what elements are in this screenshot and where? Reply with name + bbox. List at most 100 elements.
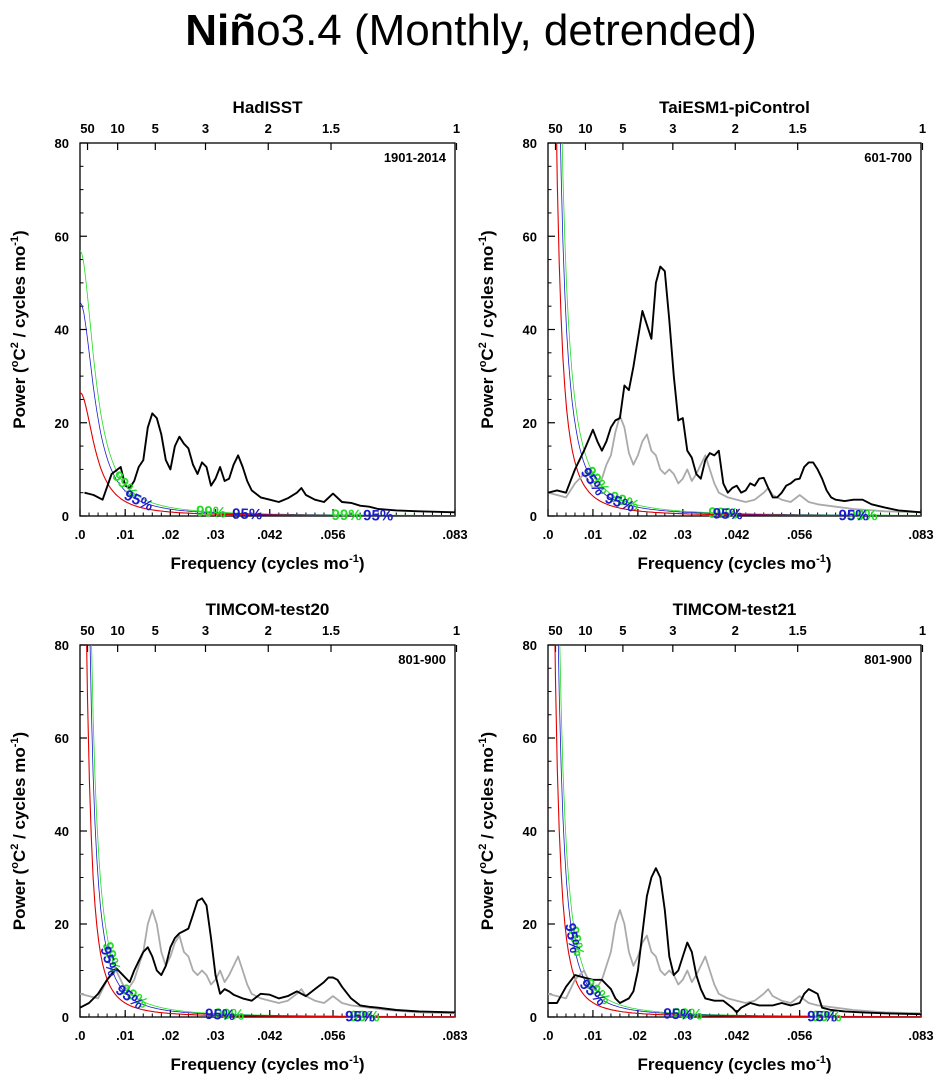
ci99-label: 99%	[708, 505, 739, 523]
ci95-label: 95%	[561, 922, 583, 955]
top-tick-label: 10	[110, 623, 124, 638]
x-tick-label: .02	[629, 527, 647, 542]
top-tick-label: 50	[548, 121, 562, 136]
top-tick-label: 5	[619, 623, 626, 638]
plot-area	[80, 645, 455, 1017]
ci95-label: 95%	[363, 507, 393, 524]
y-tick-label: 80	[523, 136, 537, 151]
chart-panel-2: TaiESM1-piControl 601-700 .0 .01 .02 .03 .042.…	[477, 98, 934, 573]
ci99-label: 99%	[812, 1008, 842, 1025]
ci95-label: 95%	[232, 506, 262, 524]
top-tick-label: 3	[669, 623, 676, 638]
spectrum-line	[80, 897, 455, 1014]
red-noise-curve	[80, 391, 455, 516]
spectrum-line	[548, 265, 921, 514]
ci99-label: 99%	[564, 925, 587, 958]
ci99-label: 99%	[672, 1005, 703, 1023]
chart-panel-4: TIMCOM-test21 801-900 .0 .01 .02 .03 .042 .056.…	[477, 600, 934, 1074]
top-tick-label: 50	[80, 121, 94, 136]
ci99-label: 99%	[350, 1008, 380, 1025]
top-tick-label: 1	[453, 623, 460, 638]
plot-frame	[547, 644, 922, 1018]
x-axis-label: Frequency (cycles mo-1)	[637, 1054, 831, 1074]
ci95-label: 95%	[713, 505, 743, 523]
x-tick-label: .0	[543, 1028, 554, 1043]
ci99-label: 99%	[848, 507, 878, 524]
top-tick-label: 10	[578, 623, 592, 638]
top-tick-label: 1.5	[789, 121, 807, 136]
top-tick-label: 5	[152, 623, 159, 638]
y-tick-label: 40	[55, 323, 69, 338]
plot-area	[548, 143, 921, 516]
x-tick-label: .01	[116, 527, 134, 542]
figure-title: Niño3.4 (Monthly, detrended)	[0, 4, 942, 58]
y-tick-label: 60	[523, 229, 537, 244]
x-tick-label: .03	[674, 527, 692, 542]
x-axis-label: Frequency (cycles mo-1)	[170, 553, 364, 573]
x-tick-label: .042	[724, 1028, 749, 1043]
top-tick-label: 10	[110, 121, 124, 136]
chart-panel-3: TIMCOM-test20 801-900 .0 .01 .02 .03 .042 .056.…	[9, 600, 468, 1074]
x-tick-label: .0	[75, 1028, 86, 1043]
top-tick-label: 5	[152, 121, 159, 136]
red-noise-curve	[556, 143, 921, 516]
y-tick-label: 80	[523, 638, 537, 653]
plot-area	[548, 645, 921, 1017]
y-tick-label: 0	[530, 1010, 537, 1025]
ci95-curve	[560, 143, 921, 516]
x-axis-label: Frequency (cycles mo-1)	[637, 553, 831, 573]
panel-title: TIMCOM-test21	[673, 600, 797, 619]
top-tick-label: 10	[578, 121, 592, 136]
x-tick-label: .056	[320, 1028, 345, 1043]
x-tick-label: .0	[75, 527, 86, 542]
panel-title: HadISST	[233, 98, 304, 117]
ci95-label: 95%	[839, 507, 869, 524]
y-tick-label: 40	[523, 323, 537, 338]
y-axis-label: Power (oC2 / cycles mo-1)	[477, 732, 497, 930]
reference-spectrum-line	[80, 909, 455, 1015]
period-label: 601-700	[864, 150, 912, 165]
y-tick-label: 0	[530, 509, 537, 524]
plot-frame	[547, 142, 922, 517]
top-tick-label: 3	[202, 121, 209, 136]
y-tick-label: 80	[55, 638, 69, 653]
top-tick-label: 3	[669, 121, 676, 136]
reference-spectrum-line	[548, 414, 921, 514]
x-tick-label: .01	[584, 527, 602, 542]
y-tick-label: 20	[523, 917, 537, 932]
y-axis-label: Power (oC2 / cycles mo-1)	[477, 230, 497, 428]
x-tick-label: .02	[161, 1028, 179, 1043]
ci99-label: 99%	[331, 507, 361, 524]
top-tick-label: 3	[202, 623, 209, 638]
top-tick-label: 5	[619, 121, 626, 136]
period-label: 801-900	[398, 652, 446, 667]
ci95-label: 95%	[345, 1008, 375, 1025]
period-label: 1901-2014	[384, 150, 447, 165]
plot-frame	[79, 142, 456, 517]
x-tick-label: .01	[584, 1028, 602, 1043]
y-tick-label: 0	[62, 509, 69, 524]
ci95-label: 95%	[121, 487, 155, 515]
y-axis-label: Power (oC2 / cycles mo-1)	[9, 732, 29, 930]
spectrum-line	[84, 412, 455, 514]
y-tick-label: 40	[55, 824, 69, 839]
ci95-curve	[80, 301, 455, 516]
top-tick-label: 50	[80, 623, 94, 638]
y-tick-label: 60	[523, 731, 537, 746]
top-tick-label: 2	[265, 121, 272, 136]
x-tick-label: .083	[908, 1028, 933, 1043]
top-tick-label: 1.5	[789, 623, 807, 638]
chart-panel-1: HadISST 1901-2014 .0 .01 .02 .03 .042 .056 .083 0…	[9, 98, 468, 573]
plot-area	[80, 250, 455, 516]
top-tick-label: 2	[265, 623, 272, 638]
top-tick-label: 50	[548, 623, 562, 638]
ci95-label: 95%	[205, 1006, 236, 1024]
y-axis-label: Power (oC2 / cycles mo-1)	[9, 230, 29, 428]
x-tick-label: .03	[674, 1028, 692, 1043]
x-tick-label: .0	[543, 527, 554, 542]
y-tick-label: 20	[55, 917, 69, 932]
spectrum-line	[548, 867, 921, 1016]
x-tick-label: .03	[207, 527, 225, 542]
x-tick-label: .042	[257, 1028, 282, 1043]
